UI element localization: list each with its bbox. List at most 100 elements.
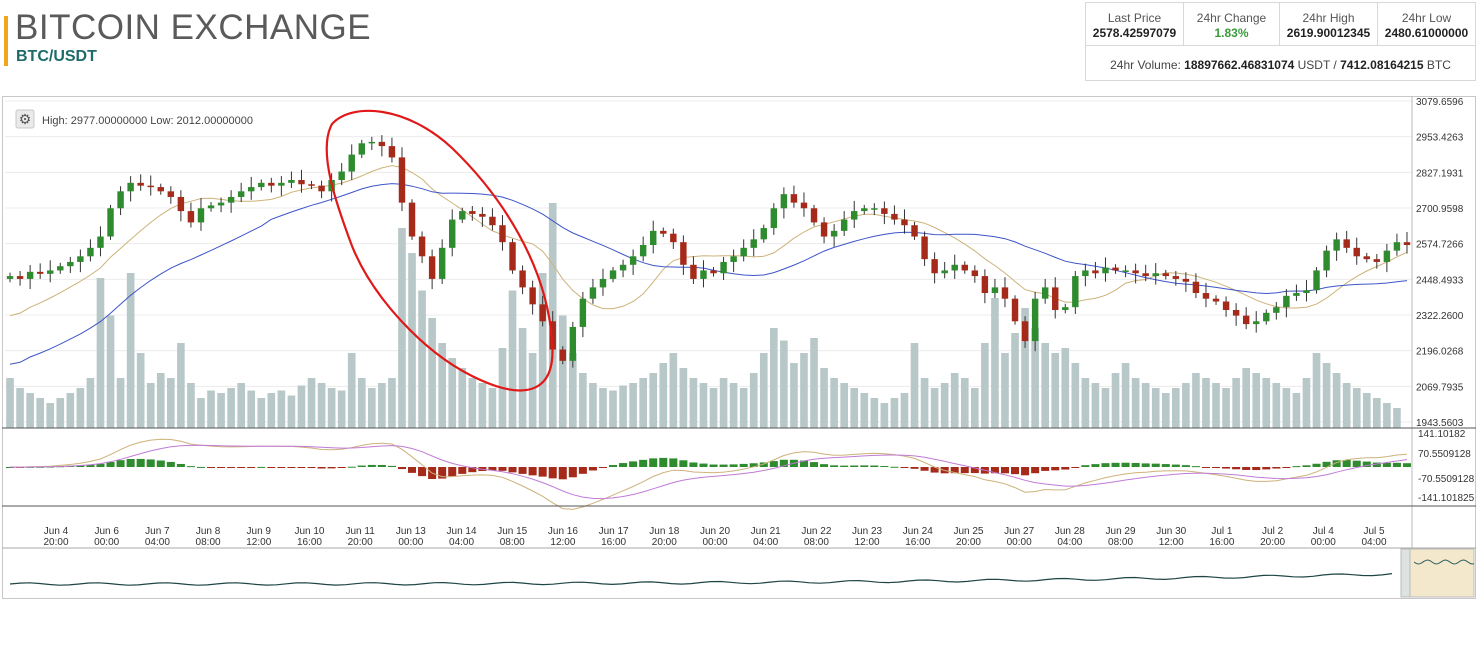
volume-bar <box>1332 373 1341 428</box>
candle-up <box>589 287 597 299</box>
candle-down <box>1192 281 1200 294</box>
candle-up <box>227 196 235 203</box>
candle-up <box>1062 307 1069 310</box>
volume-bar <box>971 388 979 428</box>
sma-long-line <box>9 183 1408 365</box>
volume-bar <box>800 353 808 428</box>
macd-hist-down <box>1272 467 1281 469</box>
candle-up <box>1263 312 1270 322</box>
time-tick-date: Jul 5 <box>1363 526 1385 537</box>
volume-bar <box>659 363 668 428</box>
volume-bar <box>910 343 919 428</box>
time-tick-time: 00:00 <box>1007 537 1032 548</box>
candle-up <box>951 264 958 271</box>
candle-up <box>599 278 607 288</box>
macd-hist-up <box>196 466 205 468</box>
macd-hist-down <box>207 467 216 468</box>
candle-up <box>730 256 737 262</box>
macd-hist-up <box>1292 466 1301 468</box>
volume-bar <box>1151 388 1160 428</box>
macd-tick-label: -70.5509128 <box>1418 474 1475 485</box>
time-tick-date: Jun 14 <box>447 526 477 537</box>
volume-bar <box>398 228 406 428</box>
volume-bar <box>739 388 748 428</box>
candle-up <box>368 141 376 144</box>
volume-bar <box>167 378 175 428</box>
candle-down <box>1242 315 1250 325</box>
stats-row: Last Price 2578.42597079 24hr Change 1.8… <box>1086 3 1475 46</box>
volume-bar <box>940 383 949 428</box>
macd-hist-up <box>659 457 668 467</box>
time-tick-date: Jun 11 <box>346 526 376 537</box>
volume-bar <box>1322 363 1331 428</box>
macd-hist-up <box>1352 460 1361 467</box>
candle-down <box>881 208 888 214</box>
volume-bar <box>1011 333 1019 428</box>
macd-hist-up <box>609 465 618 467</box>
time-tick-date: Jun 6 <box>94 526 119 537</box>
volume-bar <box>408 253 416 428</box>
candle-up <box>57 266 64 271</box>
volume-bar <box>810 338 818 428</box>
volume-bar <box>1362 393 1371 428</box>
candle-down <box>1021 321 1029 342</box>
macd-hist-up <box>1382 462 1391 467</box>
chart-container[interactable]: 3079.6596 2953.4263 2827.1931 2700.9598 2574… <box>2 96 1476 599</box>
time-tick-date: Jul 4 <box>1313 526 1335 537</box>
settings-button-bg[interactable] <box>15 109 35 129</box>
settings-button[interactable]: ⚙ <box>15 109 35 129</box>
time-tick-time: 00:00 <box>702 537 727 548</box>
candle-down <box>519 270 526 288</box>
candle-down <box>710 270 717 274</box>
time-tick-date: Jun 10 <box>294 526 324 537</box>
macd-hist-down <box>418 467 427 477</box>
volume-bar <box>96 278 105 428</box>
candle-up <box>830 230 838 237</box>
macd-hist-up <box>1372 462 1381 467</box>
macd-hist-up <box>136 458 145 467</box>
candle-up <box>67 261 74 267</box>
macd-hist-down <box>1071 467 1080 468</box>
macd-hist-up <box>1392 462 1401 467</box>
volume-bar <box>1161 393 1170 428</box>
macd-hist-down <box>568 467 577 478</box>
volume-bar <box>759 353 768 428</box>
macd-hist-down <box>408 467 417 473</box>
gear-icon[interactable]: ⚙ <box>19 111 32 127</box>
navigator[interactable] <box>9 548 1475 598</box>
candle-down <box>1353 247 1360 257</box>
volume-bar <box>1182 383 1190 428</box>
candle-down <box>961 264 968 271</box>
time-tick-time: 04:00 <box>753 537 778 548</box>
candle-down <box>1011 298 1019 322</box>
volume-bar <box>981 343 989 428</box>
candle-up <box>840 219 848 231</box>
time-tick-time: 12:00 <box>246 537 271 548</box>
candle-up <box>1082 270 1089 277</box>
time-tick-date: Jun 8 <box>196 526 221 537</box>
volume-bar <box>991 298 999 428</box>
volume-bar <box>26 393 34 428</box>
volume-bar <box>287 395 296 428</box>
candle-up <box>127 182 134 192</box>
price-chart[interactable]: 3079.6596 2953.4263 2827.1931 2700.9598 2574… <box>2 96 1476 599</box>
time-tick-time: 04:00 <box>1361 537 1386 548</box>
volume-bar <box>36 398 44 428</box>
volume-bar <box>116 378 125 428</box>
annotation-circle <box>325 109 554 392</box>
time-tick-date: Jun 29 <box>1106 526 1136 537</box>
volume-bar <box>1272 383 1281 428</box>
candle-down <box>921 236 928 260</box>
candle-down <box>820 222 828 237</box>
candle-down <box>690 264 697 279</box>
volume-bar <box>1383 403 1391 428</box>
volume-bar <box>880 403 889 428</box>
time-tick-date: Jul 1 <box>1211 526 1233 537</box>
volume-bar <box>1292 393 1301 428</box>
macd-hist-down <box>1232 467 1241 470</box>
macd-line <box>9 438 1408 510</box>
volume-bar <box>1352 388 1361 428</box>
macd-hist-up <box>709 464 718 467</box>
time-tick-date: Jun 22 <box>801 526 831 537</box>
candle-up <box>438 247 446 279</box>
